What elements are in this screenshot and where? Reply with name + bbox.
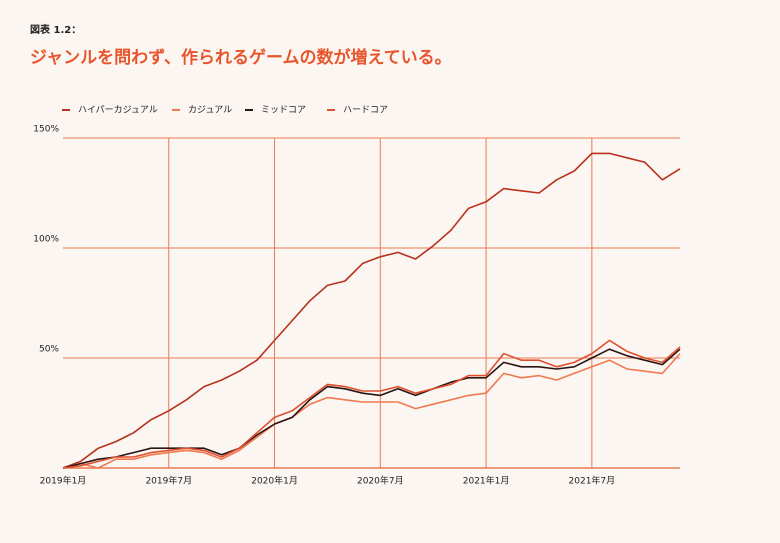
y-tick-label: 150% — [33, 125, 59, 135]
legend-label: カジュアル — [188, 105, 232, 116]
x-tick-label: 2020年7月 — [357, 475, 404, 487]
series-line — [62, 339, 681, 469]
y-tick-label: 50% — [39, 345, 59, 355]
legend-label: ハードコア — [343, 106, 388, 116]
legend-label: ミッドコア — [261, 106, 306, 116]
series-line — [62, 348, 681, 469]
x-tick-label: 2019年1月 — [40, 475, 87, 487]
x-tick-label: 2019年7月 — [145, 475, 192, 487]
y-tick-label: 100% — [33, 235, 59, 245]
legend-label: ハイパーカジュアル — [78, 105, 158, 116]
chart-title: ジャンルを問わず、作られるゲームの数が増えている。 — [30, 47, 452, 68]
figure-label: 図表 1.2： — [30, 23, 81, 36]
x-tick-label: 2020年1月 — [251, 475, 298, 487]
series-line — [62, 353, 681, 469]
x-tick-label: 2021年7月 — [569, 475, 616, 487]
x-tick-label: 2021年1月 — [463, 475, 510, 487]
series-line — [62, 152, 681, 469]
